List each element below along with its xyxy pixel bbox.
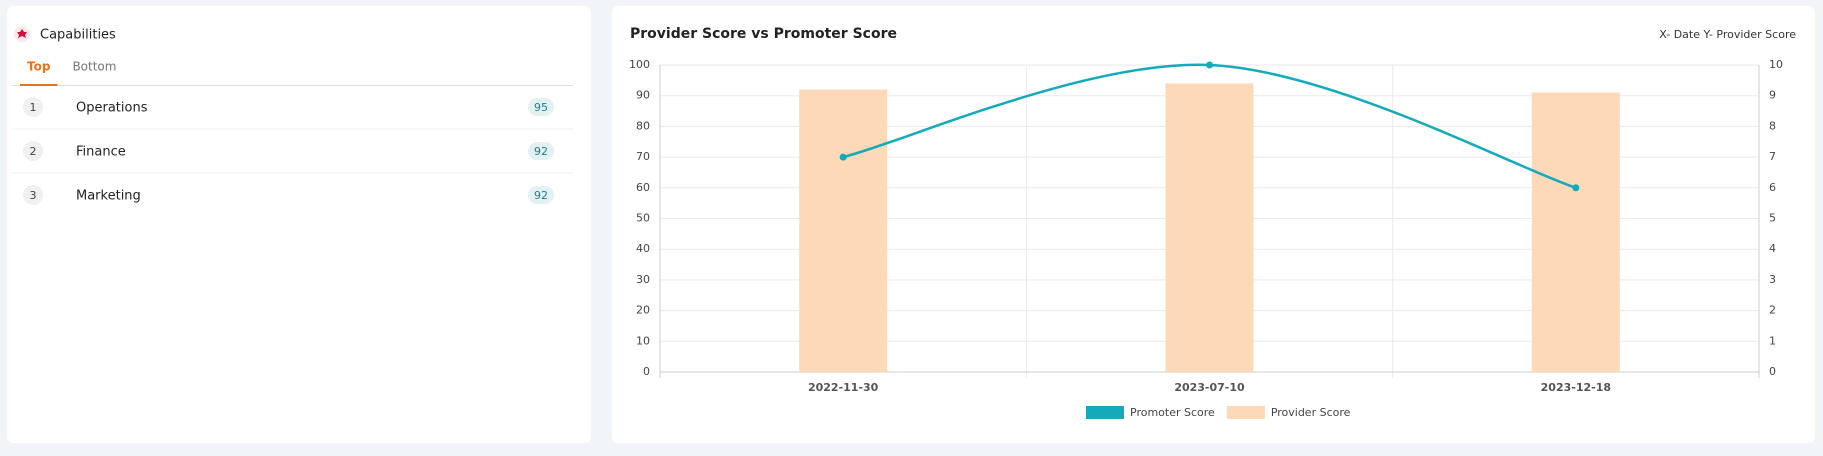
y-tick-label: 50 bbox=[636, 212, 650, 225]
y2-tick-label: 1 bbox=[1769, 334, 1776, 347]
legend-swatch[interactable] bbox=[1226, 406, 1265, 419]
bar bbox=[1165, 83, 1254, 373]
x-tick-label: 2023-07-10 bbox=[1174, 381, 1245, 394]
y2-tick-label: 6 bbox=[1769, 181, 1776, 194]
y-tick-label: 10 bbox=[636, 334, 650, 347]
bar bbox=[1531, 92, 1620, 372]
chart-title: Provider Score vs Promoter Score bbox=[630, 26, 897, 42]
tab[interactable]: Bottom bbox=[72, 60, 116, 74]
y2-tick-label: 10 bbox=[1769, 58, 1783, 71]
y-tick-label: 100 bbox=[629, 58, 650, 71]
tab-underline bbox=[20, 84, 58, 86]
score-pill bbox=[528, 142, 554, 160]
tab[interactable]: Top bbox=[27, 60, 51, 74]
rank-badge bbox=[23, 185, 43, 205]
score: 95 bbox=[534, 101, 548, 114]
point bbox=[1206, 61, 1213, 69]
y-tick-label: 30 bbox=[636, 273, 650, 286]
rank-badge bbox=[23, 97, 43, 117]
capabilities-icon-star bbox=[17, 29, 27, 38]
rank: 2 bbox=[30, 145, 37, 158]
y-tick-label: 20 bbox=[636, 304, 650, 317]
y-tick-label: 40 bbox=[636, 242, 650, 255]
score: 92 bbox=[534, 145, 548, 158]
y2-tick-label: 2 bbox=[1769, 304, 1776, 317]
capabilities-panel bbox=[7, 6, 591, 443]
y2-tick-label: 0 bbox=[1769, 365, 1776, 378]
y2-tick-label: 9 bbox=[1769, 89, 1776, 102]
point bbox=[1572, 184, 1580, 192]
y-tick-label: 60 bbox=[636, 181, 650, 194]
capability-name[interactable]: Marketing bbox=[76, 189, 141, 204]
panel-title: Capabilities bbox=[40, 28, 116, 43]
point bbox=[839, 153, 847, 161]
y-axis-note: Y- Provider Score bbox=[1703, 28, 1797, 41]
x-axis-note: X- Date bbox=[1659, 28, 1700, 41]
y2-tick-label: 8 bbox=[1769, 119, 1776, 132]
rank-badge bbox=[23, 141, 43, 161]
score: 92 bbox=[534, 189, 548, 202]
y2-tick-label: 7 bbox=[1769, 150, 1776, 163]
rank: 3 bbox=[30, 189, 37, 202]
x-tick-label: 2022-11-30 bbox=[808, 381, 879, 394]
legend-label[interactable]: Provider Score bbox=[1271, 406, 1351, 419]
capability-name[interactable]: Operations bbox=[76, 101, 148, 116]
legend-label[interactable]: Promoter Score bbox=[1130, 406, 1215, 419]
y2-tick-label: 4 bbox=[1769, 242, 1776, 255]
y2-tick-label: 5 bbox=[1769, 212, 1776, 225]
score-pill bbox=[528, 186, 554, 204]
y-tick-label: 90 bbox=[636, 89, 650, 102]
y2-tick-label: 3 bbox=[1769, 273, 1776, 286]
x-tick-label: 2023-12-18 bbox=[1541, 381, 1611, 394]
capability-name[interactable]: Finance bbox=[76, 145, 126, 160]
y-tick-label: 0 bbox=[643, 365, 650, 378]
rank: 1 bbox=[30, 101, 37, 114]
score-pill bbox=[528, 98, 554, 116]
legend-swatch[interactable] bbox=[1086, 406, 1124, 419]
y-tick-label: 80 bbox=[636, 119, 650, 132]
y-tick-label: 70 bbox=[636, 150, 650, 163]
bar bbox=[799, 89, 888, 372]
